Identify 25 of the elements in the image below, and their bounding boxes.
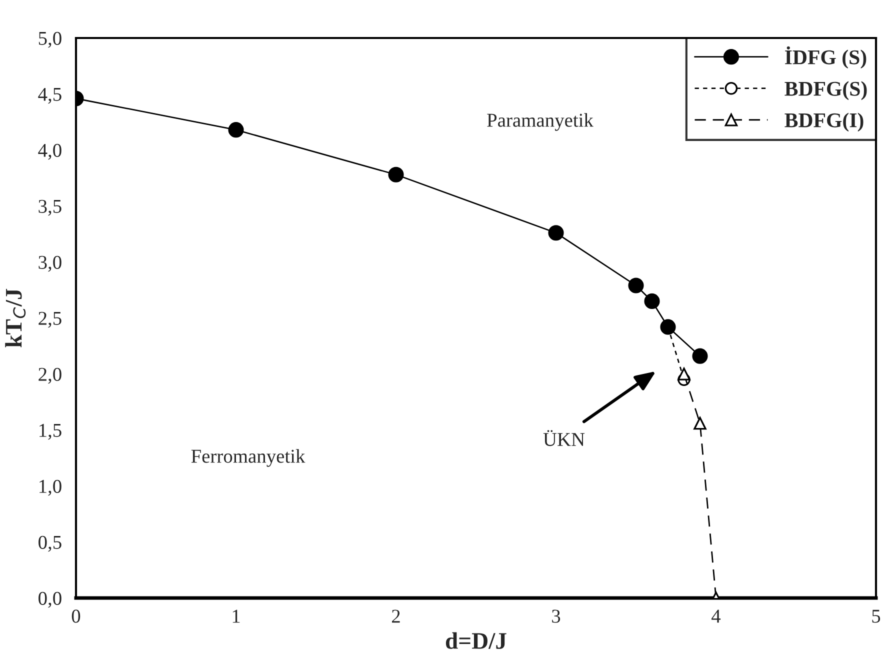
- y-tick-label: 1,0: [40, 480, 62, 496]
- y-tick-label: 3,5: [38, 200, 62, 216]
- legend-label: İDFG (S): [785, 46, 866, 69]
- y-tick-label: 4,0: [38, 144, 62, 160]
- y-tick-label: 3,0: [38, 256, 62, 272]
- x-tick-label: 4: [712, 610, 721, 623]
- y-tick-label: 0,0: [38, 592, 62, 608]
- y-tick-label: 2,0: [38, 368, 62, 384]
- y-tick-label: 2,5: [38, 312, 62, 328]
- y-tick-label: 0,5: [38, 536, 62, 552]
- y-tick-label: 1,5: [40, 424, 62, 440]
- y-tick-label: 5,0: [38, 32, 62, 48]
- annotation: Ferromanyetik: [191, 449, 306, 467]
- annotation: Paramanyetik: [487, 113, 594, 131]
- x-tick-label: 2: [392, 610, 400, 623]
- annotation: ÜKN: [543, 430, 585, 446]
- legend-label: BDFG(S): [784, 81, 867, 100]
- y-axis-title: kT$_{C}$/J: [5, 288, 26, 348]
- y-tick-label: 4,5: [38, 88, 62, 104]
- x-tick-label: 0: [72, 610, 80, 623]
- legend-label: BDFG(I): [784, 112, 864, 132]
- x-tick-label: 1: [232, 610, 240, 623]
- x-axis-title: d=D/J: [446, 632, 506, 649]
- x-tick-label: 5: [872, 610, 880, 623]
- x-tick-label: 3: [552, 610, 560, 623]
